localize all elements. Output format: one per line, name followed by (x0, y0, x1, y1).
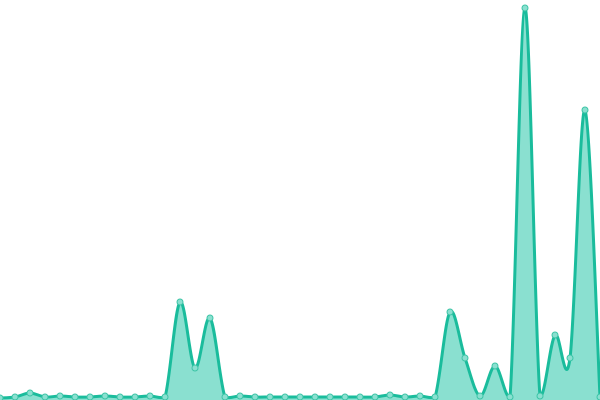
data-point-33 (491, 362, 499, 370)
data-point-12 (176, 298, 184, 306)
data-point-28 (416, 392, 424, 400)
data-point-10 (146, 392, 154, 400)
data-point-11 (161, 393, 169, 400)
data-point-25 (371, 393, 379, 400)
data-point-3 (41, 393, 49, 400)
data-point-4 (56, 392, 64, 400)
data-point-5 (71, 393, 79, 400)
data-point-14 (206, 314, 214, 322)
data-point-40 (596, 393, 600, 400)
data-point-36 (536, 392, 544, 400)
data-point-0 (0, 394, 4, 400)
data-point-21 (311, 393, 319, 400)
data-point-37 (551, 331, 559, 339)
data-point-13 (191, 364, 199, 372)
data-point-1 (11, 393, 19, 400)
data-point-23 (341, 393, 349, 400)
data-point-6 (86, 393, 94, 400)
data-point-30 (446, 308, 454, 316)
data-point-15 (221, 393, 229, 400)
series-line (0, 6, 600, 400)
area-fill (0, 7, 600, 400)
data-point-16 (236, 392, 244, 400)
data-point-38 (566, 354, 574, 362)
data-point-32 (476, 392, 484, 400)
data-point-8 (116, 393, 124, 400)
data-point-35 (521, 4, 529, 12)
data-point-39 (581, 106, 589, 114)
data-point-26 (386, 391, 394, 399)
data-point-19 (281, 393, 289, 400)
data-point-22 (326, 393, 334, 400)
data-point-7 (101, 392, 109, 400)
data-markers (0, 4, 600, 400)
data-point-20 (296, 393, 304, 400)
data-point-34 (506, 393, 514, 400)
data-point-31 (461, 354, 469, 362)
data-point-29 (431, 393, 439, 400)
data-point-2 (26, 389, 34, 397)
data-point-9 (131, 393, 139, 400)
data-point-17 (251, 393, 259, 400)
data-point-18 (266, 393, 274, 400)
data-point-27 (401, 393, 409, 400)
data-point-24 (356, 393, 364, 400)
